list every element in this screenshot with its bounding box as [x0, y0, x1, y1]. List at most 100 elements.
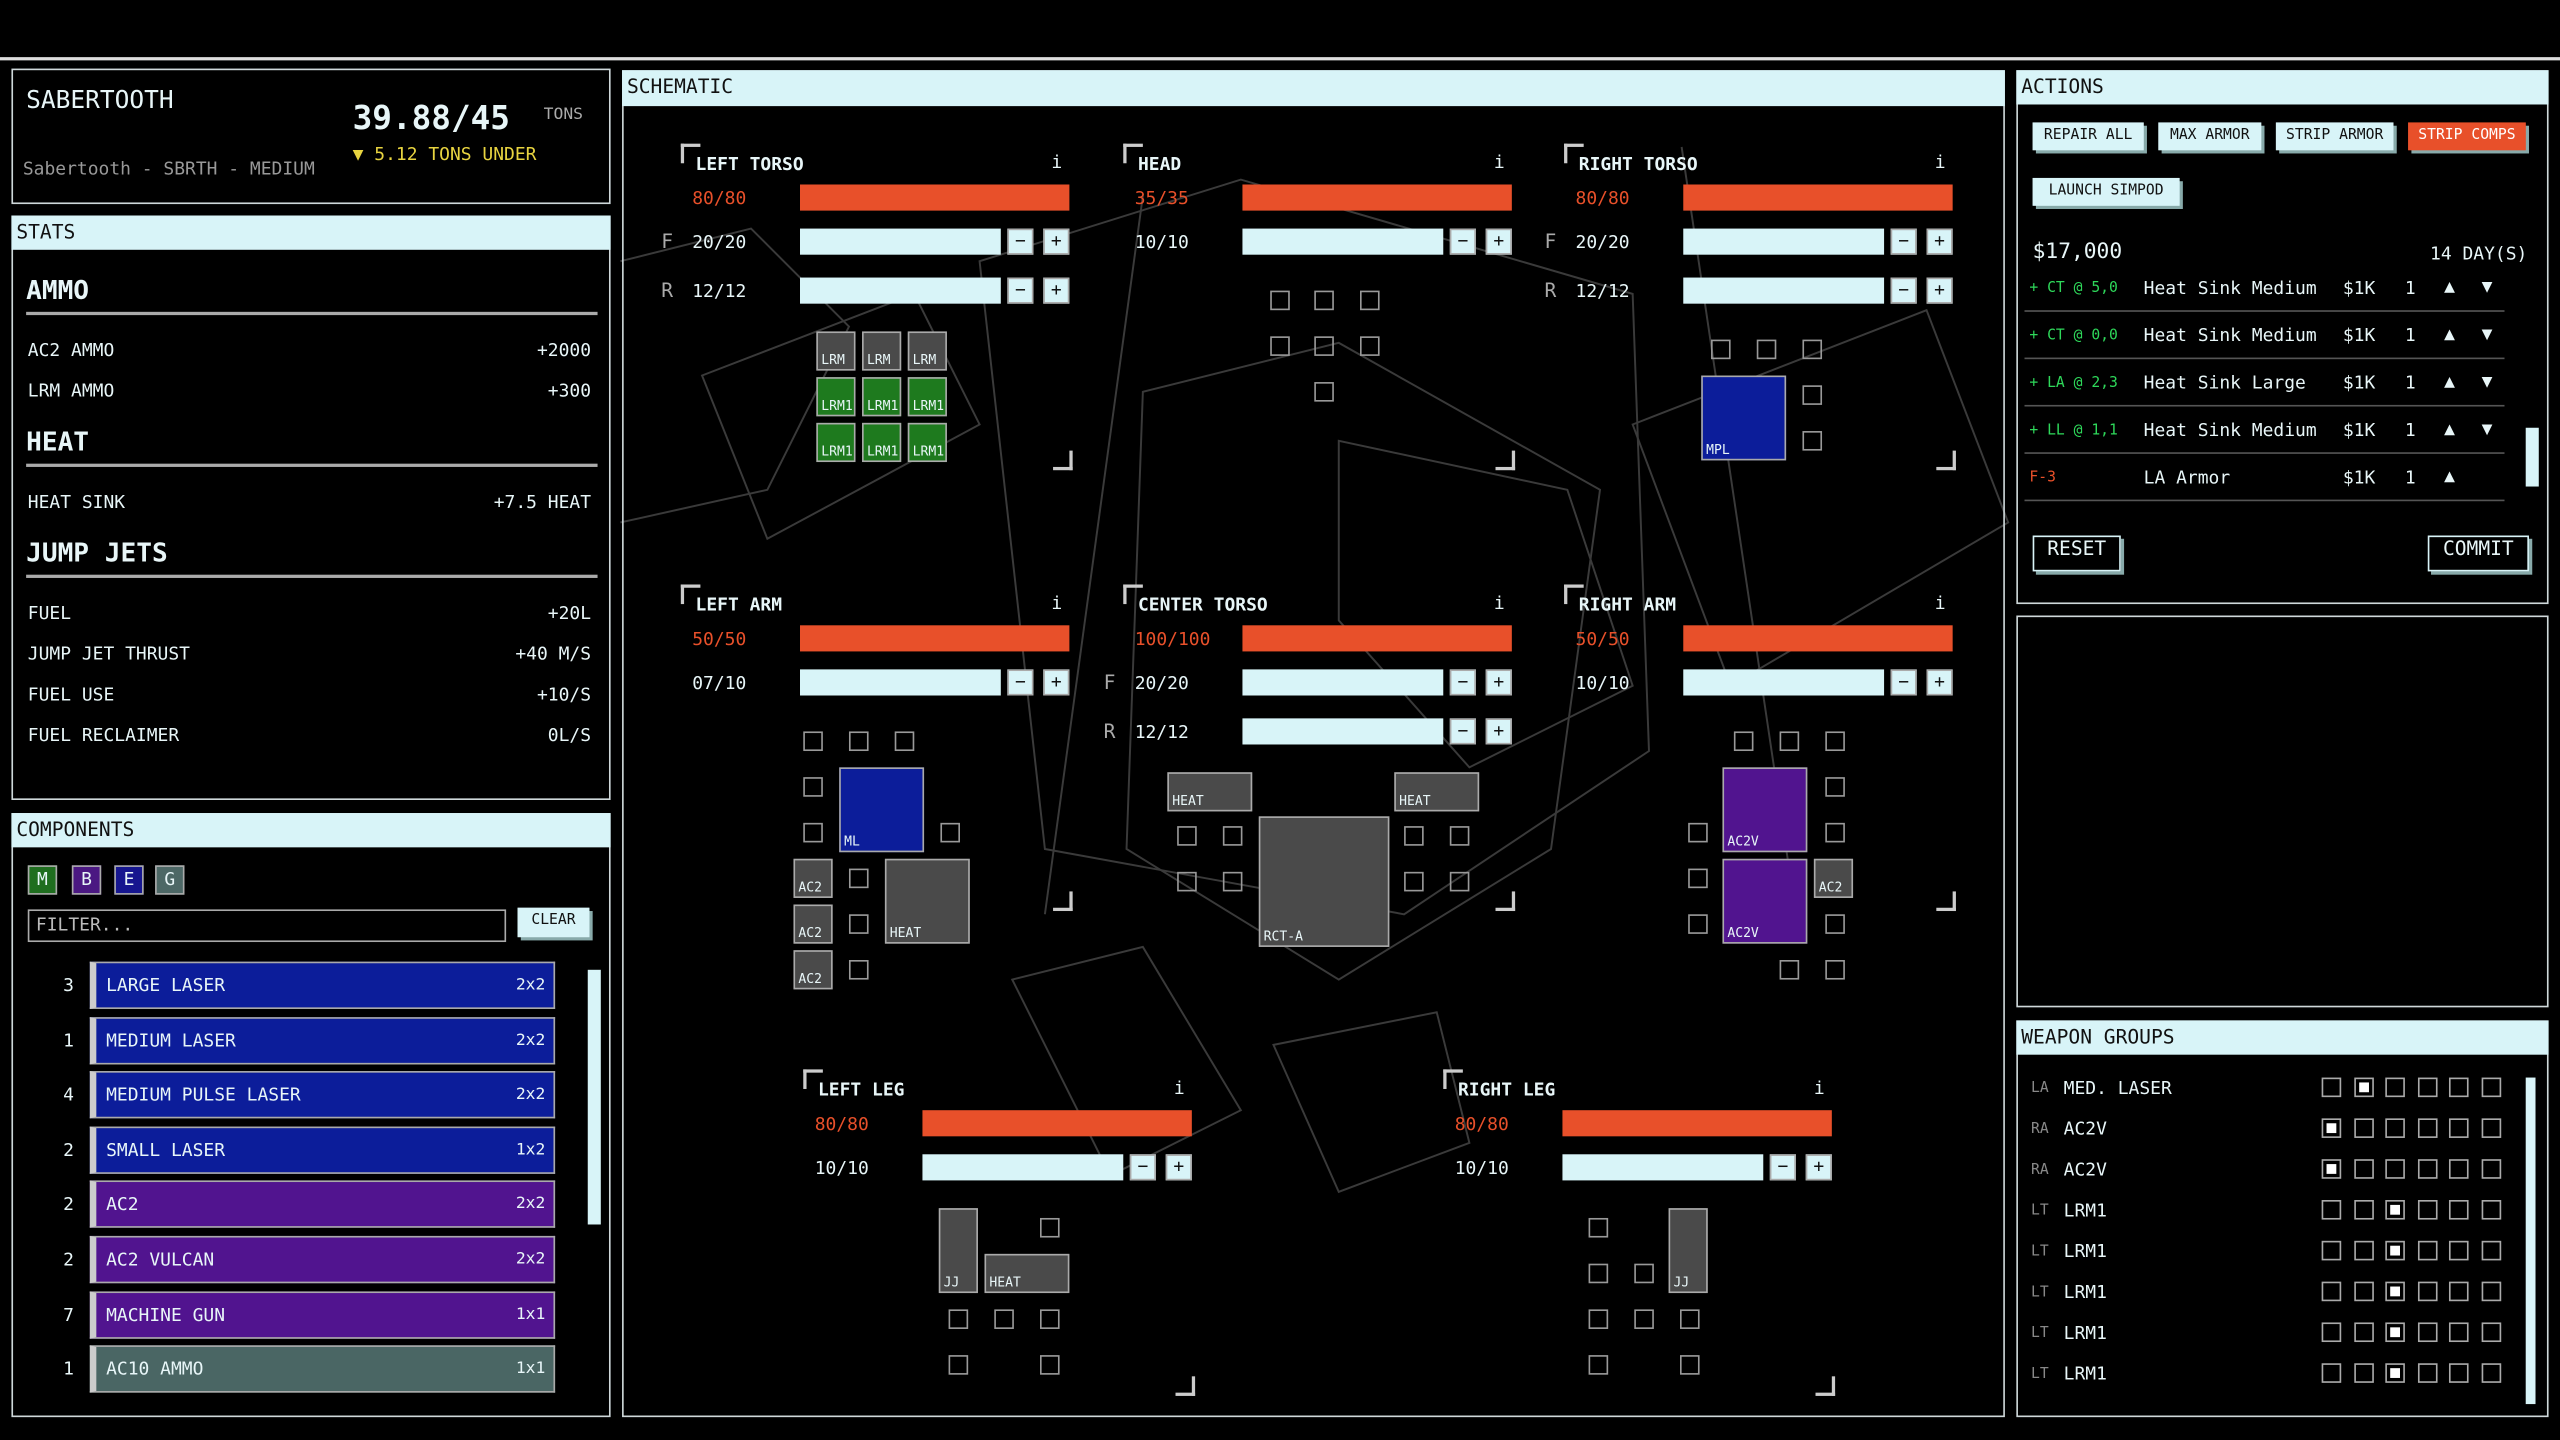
group-checkbox[interactable]: [2480, 1118, 2501, 1138]
group-checkbox[interactable]: [2448, 1363, 2469, 1383]
group-checkbox[interactable]: [2321, 1200, 2342, 1220]
group-checkbox[interactable]: [2321, 1281, 2342, 1302]
group-checkbox[interactable]: [2480, 1200, 2501, 1220]
clear-button[interactable]: CLEAR: [517, 907, 590, 938]
component-row[interactable]: AC10 AMMO 1x1: [89, 1345, 556, 1393]
slot-item[interactable]: JJ: [1668, 1208, 1708, 1294]
filter-toggle[interactable]: E: [114, 865, 144, 895]
component-row[interactable]: MEDIUM LASER 2x2: [89, 1016, 556, 1064]
group-checkbox[interactable]: [2353, 1159, 2374, 1179]
info-icon[interactable]: i: [1493, 592, 1505, 614]
group-checkbox[interactable]: [2448, 1200, 2469, 1220]
action-button[interactable]: REPAIR ALL: [2032, 122, 2144, 151]
order-up[interactable]: ▲: [2444, 370, 2455, 392]
slot-item[interactable]: RCT-A: [1258, 816, 1390, 947]
component-row[interactable]: AC2 2x2: [89, 1181, 556, 1229]
filter-toggle[interactable]: B: [71, 865, 102, 895]
group-checkbox[interactable]: [2480, 1322, 2501, 1343]
group-checkbox[interactable]: [2417, 1281, 2437, 1302]
plus-button[interactable]: +: [1165, 1154, 1192, 1181]
slot-item[interactable]: LRM: [907, 331, 947, 371]
plus-button[interactable]: +: [1043, 228, 1070, 255]
group-checkbox[interactable]: [2353, 1281, 2374, 1302]
info-icon[interactable]: i: [1934, 592, 1946, 614]
slot-item[interactable]: HEAT: [1167, 772, 1253, 812]
minus-button[interactable]: −: [1007, 669, 1034, 696]
plus-button[interactable]: +: [1043, 277, 1070, 304]
minus-button[interactable]: −: [1890, 228, 1917, 255]
slot-item[interactable]: MPL: [1701, 375, 1787, 461]
action-button[interactable]: STRIP ARMOR: [2275, 122, 2394, 151]
component-row[interactable]: MEDIUM PULSE LASER 2x2: [89, 1071, 556, 1119]
slot-item[interactable]: HEAT: [884, 858, 970, 944]
group-checkbox[interactable]: [2448, 1159, 2469, 1179]
component-row[interactable]: LARGE LASER 2x2: [89, 961, 556, 1009]
info-icon[interactable]: i: [1813, 1077, 1825, 1099]
plus-button[interactable]: +: [1926, 228, 1953, 255]
group-checkbox[interactable]: [2417, 1159, 2437, 1179]
group-checkbox[interactable]: [2321, 1240, 2342, 1261]
slot-item[interactable]: LRM1: [862, 377, 902, 417]
group-checkbox[interactable]: [2385, 1363, 2405, 1383]
minus-button[interactable]: −: [1129, 1154, 1156, 1181]
filter-input[interactable]: FILTER...: [27, 909, 507, 943]
slot-item[interactable]: LRM1: [816, 422, 856, 463]
reset-button[interactable]: RESET: [2032, 535, 2121, 572]
group-checkbox[interactable]: [2480, 1240, 2501, 1261]
minus-button[interactable]: −: [1449, 669, 1476, 696]
slot-item[interactable]: AC2V: [1722, 858, 1808, 944]
action-button[interactable]: MAX ARMOR: [2158, 122, 2262, 151]
group-checkbox[interactable]: [2385, 1118, 2405, 1138]
order-down[interactable]: ▼: [2481, 277, 2493, 298]
filter-toggle[interactable]: G: [155, 865, 185, 895]
slot-item[interactable]: LRM: [862, 331, 902, 371]
group-checkbox[interactable]: [2480, 1077, 2501, 1098]
group-checkbox[interactable]: [2448, 1118, 2469, 1138]
slot-item[interactable]: LRM1: [816, 377, 856, 417]
commit-button[interactable]: COMMIT: [2427, 535, 2529, 572]
plus-button[interactable]: +: [1926, 669, 1953, 696]
minus-button[interactable]: −: [1007, 228, 1034, 255]
info-icon[interactable]: i: [1934, 151, 1946, 174]
group-checkbox[interactable]: [2321, 1322, 2342, 1343]
plus-button[interactable]: +: [1043, 669, 1070, 696]
order-down[interactable]: ▼: [2481, 417, 2493, 440]
group-checkbox[interactable]: [2417, 1118, 2437, 1138]
component-row[interactable]: SMALL LASER 1x2: [89, 1126, 556, 1174]
minus-button[interactable]: −: [1007, 277, 1034, 304]
group-checkbox[interactable]: [2417, 1240, 2437, 1261]
info-icon[interactable]: i: [1493, 151, 1505, 174]
group-checkbox[interactable]: [2321, 1118, 2342, 1138]
order-down[interactable]: ▼: [2481, 370, 2493, 392]
group-checkbox[interactable]: [2480, 1159, 2501, 1179]
group-checkbox[interactable]: [2321, 1363, 2342, 1383]
minus-button[interactable]: −: [1449, 718, 1476, 745]
group-checkbox[interactable]: [2353, 1363, 2374, 1383]
group-checkbox[interactable]: [2417, 1322, 2437, 1343]
slot-item[interactable]: AC2V: [1722, 767, 1808, 853]
group-checkbox[interactable]: [2353, 1322, 2374, 1343]
group-checkbox[interactable]: [2448, 1240, 2469, 1261]
order-up[interactable]: ▲: [2444, 277, 2455, 298]
group-checkbox[interactable]: [2385, 1281, 2405, 1302]
component-row[interactable]: MACHINE GUN 1x1: [89, 1290, 556, 1339]
minus-button[interactable]: −: [1449, 228, 1476, 255]
slot-item[interactable]: ML: [839, 767, 925, 853]
group-checkbox[interactable]: [2385, 1322, 2405, 1343]
group-checkbox[interactable]: [2448, 1077, 2469, 1098]
minus-button[interactable]: −: [1890, 277, 1917, 304]
minus-button[interactable]: −: [1769, 1154, 1796, 1181]
group-checkbox[interactable]: [2353, 1240, 2374, 1261]
slot-item[interactable]: AC2: [793, 950, 833, 990]
group-checkbox[interactable]: [2480, 1281, 2501, 1302]
minus-button[interactable]: −: [1890, 669, 1917, 696]
info-icon[interactable]: i: [1051, 151, 1063, 174]
slot-item[interactable]: LRM1: [862, 422, 902, 463]
group-checkbox[interactable]: [2417, 1200, 2437, 1220]
group-checkbox[interactable]: [2417, 1077, 2437, 1098]
plus-button[interactable]: +: [1485, 669, 1512, 696]
component-row[interactable]: AC2 VULCAN 2x2: [89, 1235, 556, 1284]
group-checkbox[interactable]: [2353, 1200, 2374, 1220]
group-checkbox[interactable]: [2480, 1363, 2501, 1383]
info-icon[interactable]: i: [1051, 592, 1063, 614]
